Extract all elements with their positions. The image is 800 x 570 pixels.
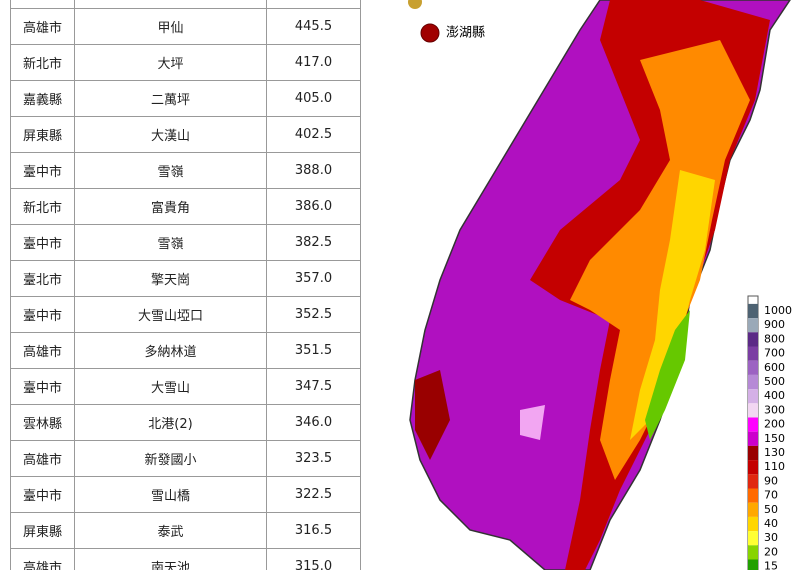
- rain-cell: 402.5: [266, 116, 361, 153]
- colorbar-swatch: [748, 303, 758, 319]
- colorbar-label: 700: [764, 347, 785, 360]
- rain-cell: 323.5: [266, 440, 361, 477]
- colorbar-swatch: [748, 374, 758, 390]
- colorbar-label: 300: [764, 403, 785, 416]
- colorbar-label: 20: [764, 545, 778, 558]
- colorbar-swatch: [748, 488, 758, 503]
- rain-cell: 316.5: [266, 512, 361, 549]
- colorbar-label: 1000: [764, 304, 792, 317]
- county-cell: 高雄市: [10, 332, 75, 369]
- table-row: 高雄市 南天池 315.0: [10, 548, 361, 570]
- rain-table: 高雄市 甲仙 445.5 新北市 大坪 417.0 嘉義縣 二萬坪 405.0 屏東縣 大漢山 402…: [10, 0, 361, 570]
- marker-icon: [420, 23, 440, 43]
- table-row: 高雄市 新發國小 323.5: [10, 440, 361, 477]
- station-cell: 新發國小: [74, 440, 267, 477]
- rain-cell: 445.5: [266, 8, 361, 45]
- table-row: 高雄市 甲仙 445.5: [10, 8, 361, 45]
- colorbar-swatch: [748, 559, 758, 570]
- table-row: 臺中市 大雪山 347.5: [10, 368, 361, 405]
- rain-band-orange: [570, 40, 750, 480]
- colorbar-label: 500: [764, 375, 785, 388]
- colorbar-swatch: [748, 502, 758, 517]
- station-cell: 富貴角: [74, 188, 267, 225]
- rain-cell: 357.0: [266, 260, 361, 297]
- colorbar-label: 130: [764, 446, 785, 459]
- rain-cell: 322.5: [266, 476, 361, 513]
- colorbar-swatch: [748, 531, 758, 546]
- colorbar-label: 200: [764, 418, 785, 431]
- marker-icon: [408, 0, 422, 9]
- colorbar-swatch: [748, 417, 758, 432]
- colorbar-swatch: [748, 545, 758, 560]
- colorbar-swatch: [748, 389, 758, 404]
- station-cell: 甲仙: [74, 8, 267, 45]
- table-row: 臺中市 雪山橋 322.5: [10, 476, 361, 513]
- county-cell: 臺中市: [10, 224, 75, 261]
- colorbar-swatch: [748, 318, 758, 333]
- table-row: 臺北市 擎天崗 357.0: [10, 260, 361, 297]
- colorbar-swatch: [748, 460, 758, 475]
- rain-patch-pink: [520, 405, 545, 440]
- colorbar-label: 600: [764, 361, 785, 374]
- station-cell: 雪嶺: [74, 224, 267, 261]
- rain-cell: 382.5: [266, 224, 361, 261]
- colorbar-swatch: [748, 360, 758, 375]
- colorbar-swatch: [748, 516, 758, 532]
- rain-band-green: [645, 310, 690, 440]
- rain-cell: 352.5: [266, 296, 361, 333]
- county-cell: 臺北市: [10, 260, 75, 297]
- county-cell: 雲林縣: [10, 404, 75, 441]
- marker-legend-label: 澎湖縣: [446, 26, 485, 41]
- colorbar-swatch: [748, 431, 758, 446]
- colorbar-label: 40: [764, 517, 778, 530]
- rain-patch-darkred: [415, 370, 450, 460]
- colorbar-label: 70: [764, 489, 778, 502]
- county-cell: 臺中市: [10, 476, 75, 513]
- colorbar-label: 150: [764, 432, 785, 445]
- rain-cell: 315.0: [266, 548, 361, 570]
- station-cell: 大雪山埡口: [74, 296, 267, 333]
- table-row: 臺中市 大雪山埡口 352.5: [10, 296, 361, 333]
- rain-cell: 405.0: [266, 80, 361, 117]
- colorbar-label: 110: [764, 460, 785, 473]
- county-cell: 高雄市: [10, 8, 75, 45]
- colorbar-label: 400: [764, 389, 785, 402]
- colorbar-label: 900: [764, 318, 785, 331]
- station-cell: 雪山橋: [74, 476, 267, 513]
- colorbar-swatch: [748, 403, 758, 418]
- colorbar-swatch: [748, 445, 758, 461]
- colorbar-label: 800: [764, 332, 785, 345]
- colorbar-swatch: [748, 474, 758, 489]
- table-row: 屏東縣 大漢山 402.5: [10, 116, 361, 153]
- county-cell: 臺中市: [10, 368, 75, 405]
- colorbar-label: 30: [764, 531, 778, 544]
- rain-cell: 351.5: [266, 332, 361, 369]
- colorbar-label: 15: [764, 560, 778, 570]
- table-row: 高雄市 多納林道 351.5: [10, 332, 361, 369]
- station-cell: 北港(2): [74, 404, 267, 441]
- table-row: 臺中市 雪嶺 382.5: [10, 224, 361, 261]
- colorbar-swatch: [748, 346, 758, 361]
- county-cell: 屏東縣: [10, 116, 75, 153]
- station-cell: 泰武: [74, 512, 267, 549]
- station-cell: 擎天崗: [74, 260, 267, 297]
- rain-cell: 417.0: [266, 44, 361, 81]
- colorbar-swatch: [748, 332, 758, 347]
- rain-band-yellow: [630, 170, 715, 440]
- table-row: 臺中市 雪嶺 388.0: [10, 152, 361, 189]
- colorbar-label: 50: [764, 503, 778, 516]
- colorbar-label: 90: [764, 474, 778, 487]
- rain-cell: 386.0: [266, 188, 361, 225]
- table-row: 屏東縣 泰武 316.5: [10, 512, 361, 549]
- county-cell: 屏東縣: [10, 512, 75, 549]
